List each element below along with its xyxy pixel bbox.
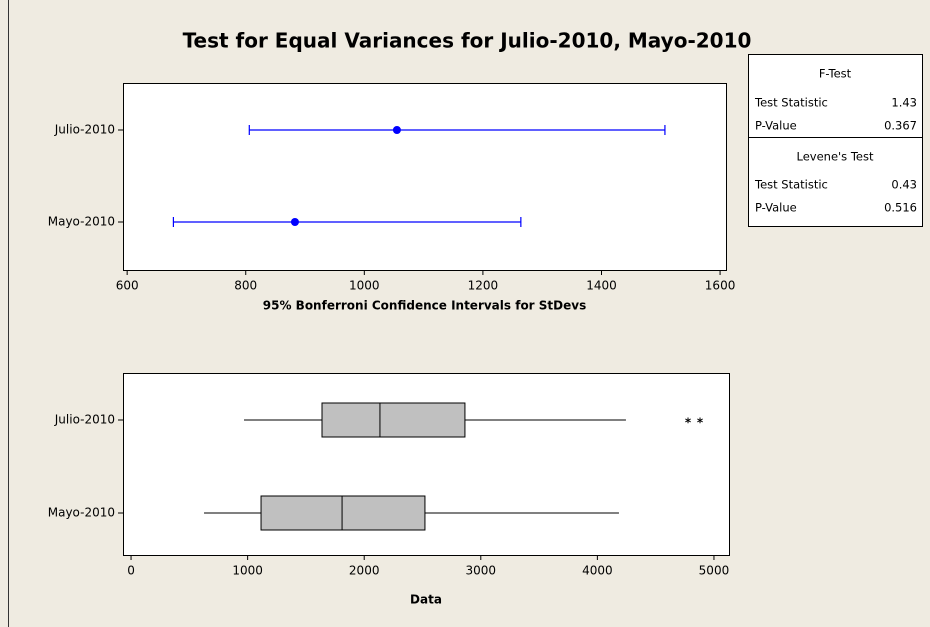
table-value: 0.367 [884,119,917,133]
x-tick-label: 1200 [468,279,499,293]
y-tick-label: Julio-2010 [54,123,115,137]
table-value: 1.43 [891,96,917,110]
box [260,495,426,531]
x-tick-label: 1400 [586,279,617,293]
y-tick-label: Mayo-2010 [48,215,115,229]
table-label: P-Value [755,201,797,215]
y-tick-label: Mayo-2010 [48,506,115,520]
x-tick-label: 1000 [349,279,380,293]
estimate-point [290,218,299,226]
table-label: P-Value [755,119,797,133]
table-heading: Levene's Test [797,150,874,164]
x-tick-label: 5000 [699,564,730,578]
table-value: 0.43 [891,178,917,192]
x-tick-label: 4000 [582,564,613,578]
table-border [748,54,923,227]
table-label: Test Statistic [754,96,828,110]
x-tick-label: 0 [127,564,135,578]
y-tick-label: Julio-2010 [54,413,115,427]
x-tick-label: 1600 [705,279,736,293]
estimate-point [392,126,401,134]
x-tick-label: 3000 [466,564,497,578]
x-tick-label: 2000 [349,564,380,578]
table-heading: F-Test [819,67,852,81]
x-tick-label: 800 [234,279,257,293]
stats-table: F-Test Test Statistic 1.43 P-Value 0.367… [748,54,923,227]
plot-area [123,373,730,556]
chart-title: Test for Equal Variances for Julio-2010,… [183,29,752,53]
table-label: Test Statistic [754,178,828,192]
plot-area [123,83,727,271]
x-axis-label: Data [410,593,442,607]
table-value: 0.516 [884,201,917,215]
x-tick-label: 600 [116,279,139,293]
x-tick-label: 1000 [232,564,263,578]
x-axis-label: 95% Bonferroni Confidence Intervals for … [263,299,586,313]
outlier: * [685,416,692,430]
box [321,402,466,438]
outlier: * [697,416,704,430]
